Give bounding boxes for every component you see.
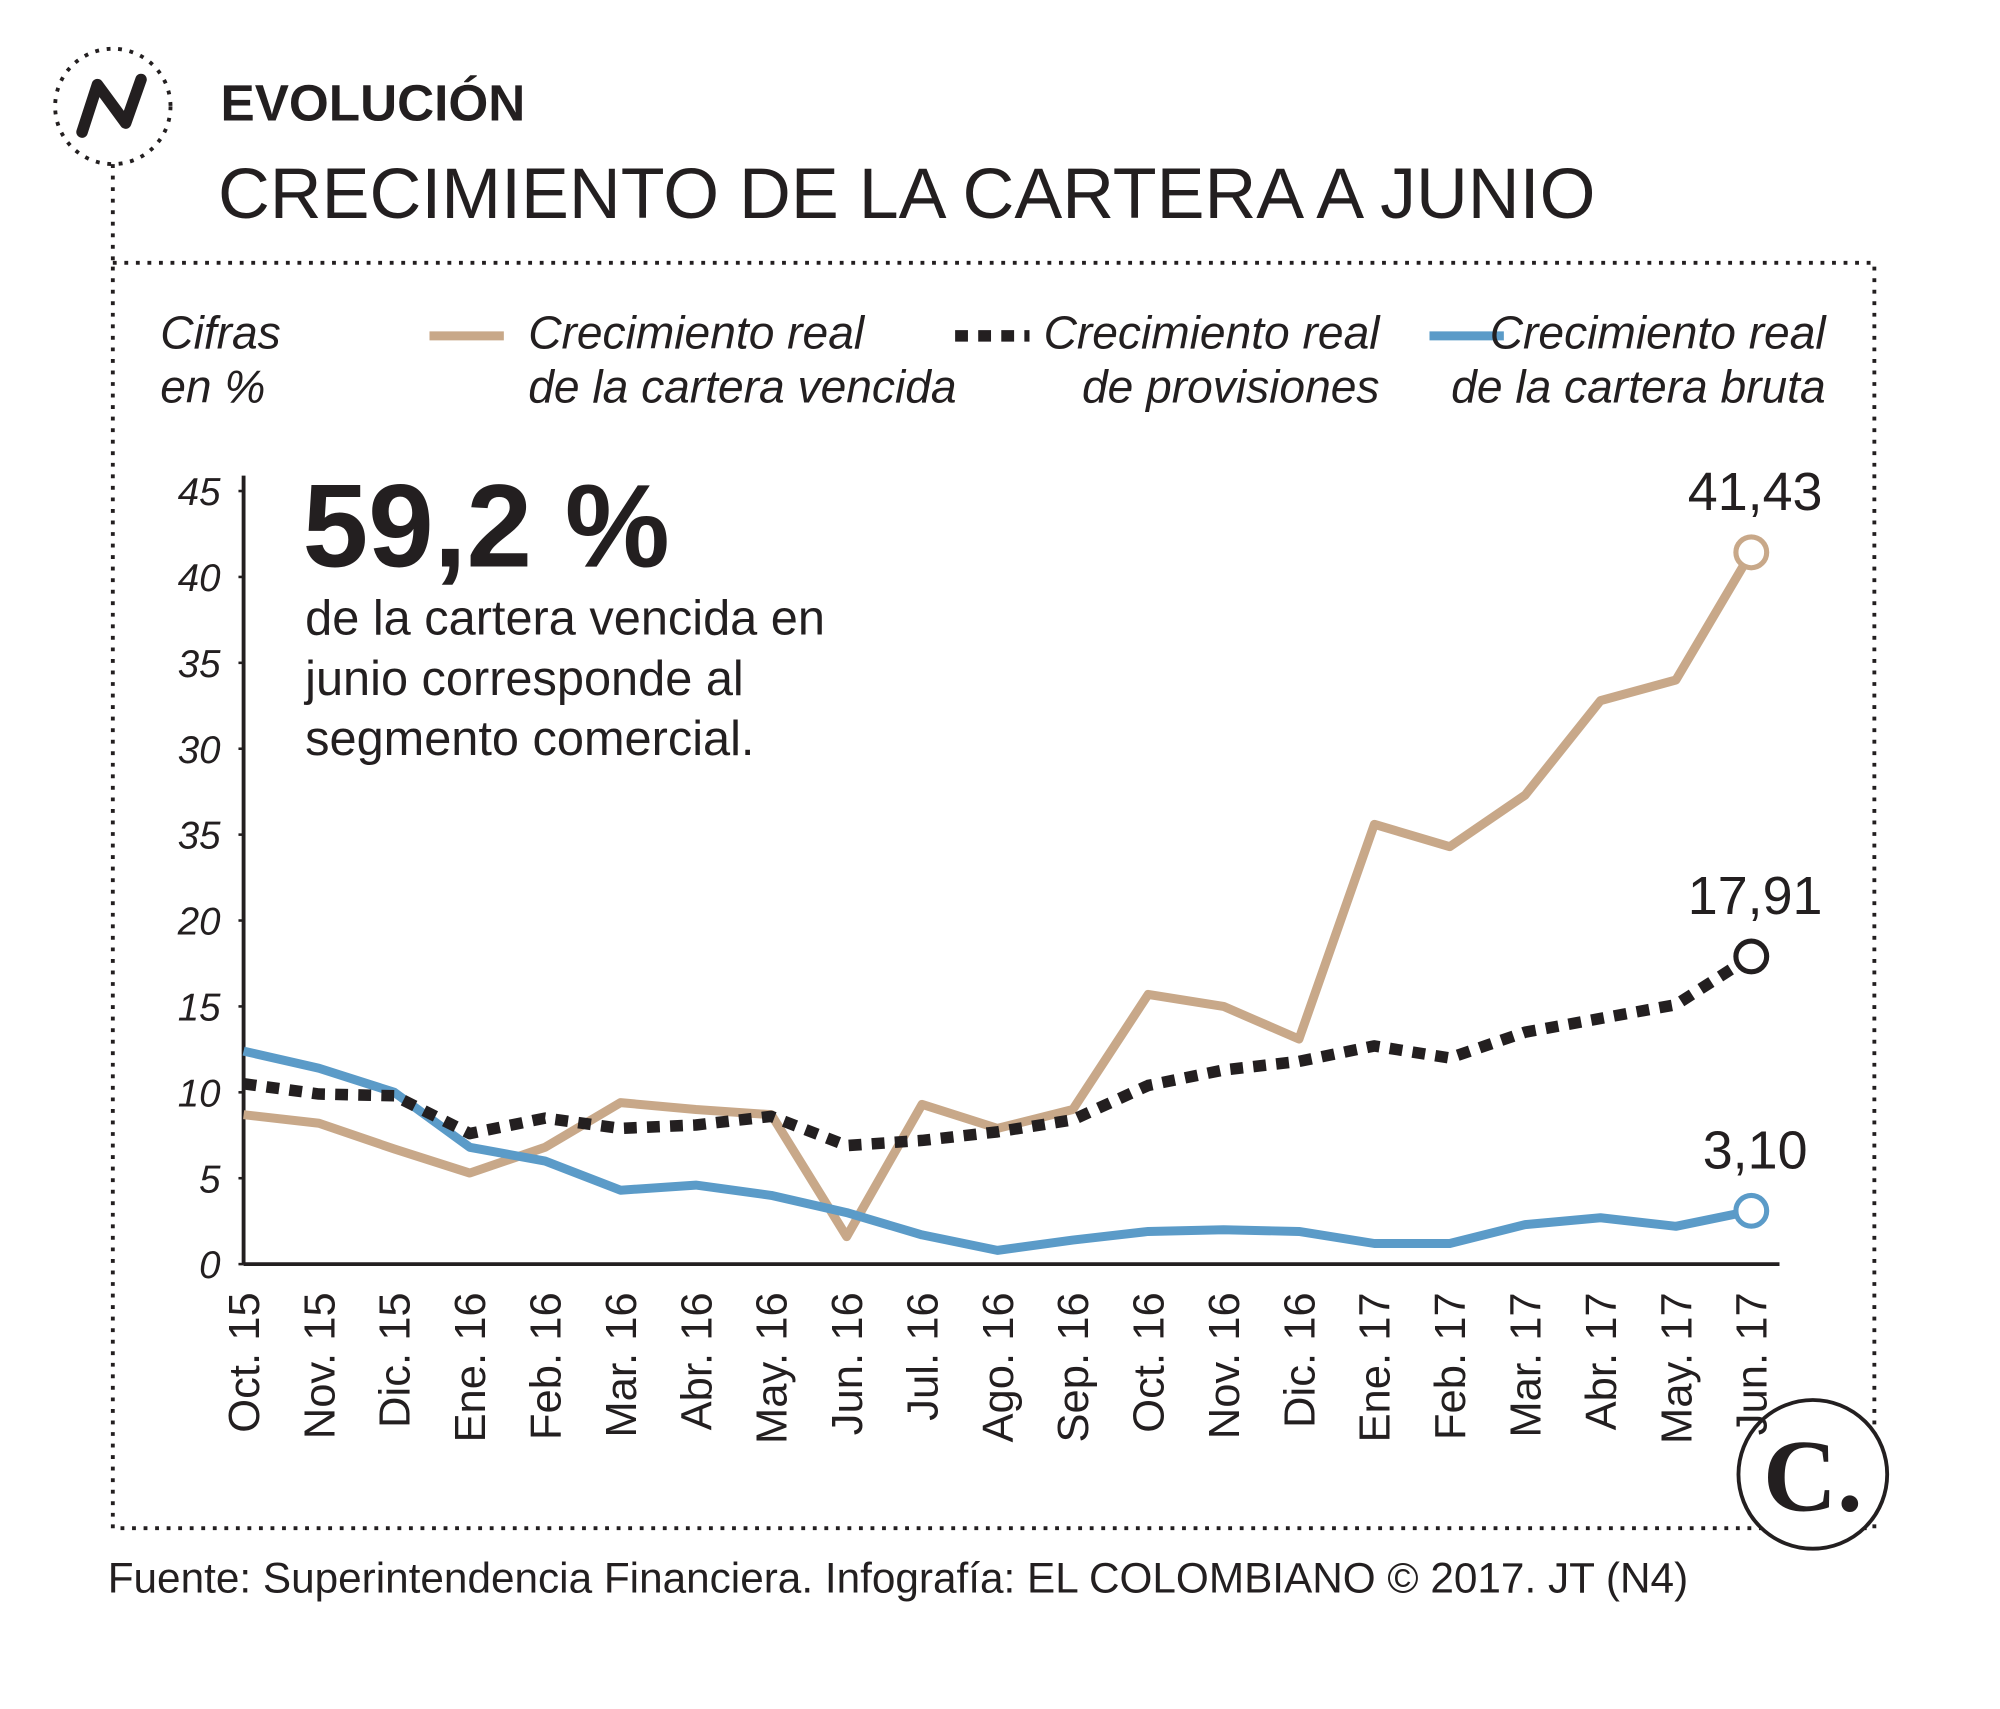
- x-tick-label: Nov. 16: [1201, 1292, 1249, 1439]
- x-tick-label: Ene. 17: [1352, 1292, 1400, 1442]
- x-tick-label: Jul. 16: [899, 1292, 947, 1420]
- x-tick-label: Ago. 16: [975, 1292, 1023, 1442]
- x-tick-label: Jun. 17: [1729, 1292, 1777, 1435]
- logo-circle: [1736, 1398, 1890, 1551]
- icon-circle: [53, 46, 173, 167]
- x-tick-label: Sep. 16: [1050, 1292, 1098, 1442]
- x-tick-label: Mar. 17: [1503, 1292, 1551, 1437]
- value-label: 3,10: [1703, 1121, 1808, 1181]
- y-tick-label: 35: [178, 643, 221, 686]
- y-tick-label: 35: [178, 815, 221, 858]
- y-tick-label: 40: [178, 557, 221, 600]
- icon: [76, 73, 147, 138]
- chart-title: CRECIMIENTO DE LA CARTERA A JUNIO: [218, 154, 1595, 234]
- x-tick-label: Abr. 16: [673, 1292, 721, 1430]
- x-tick-label: Ene. 16: [447, 1292, 495, 1442]
- frame: [110, 260, 1877, 1531]
- value-label: 41,43: [1688, 462, 1823, 522]
- y-tick-label: 5: [199, 1158, 221, 1201]
- end-marker: [1733, 1192, 1770, 1229]
- legend-label: Crecimiento real de provisiones: [1044, 307, 1382, 413]
- x-tick-label: Dic. 15: [372, 1292, 420, 1428]
- y-unit: en %: [160, 361, 265, 413]
- end-marker: [1733, 534, 1770, 571]
- annotation-text: segmento comercial.: [305, 712, 754, 766]
- legend-label: Crecimiento real de la cartera bruta: [1451, 307, 1827, 413]
- y-tick-label: 15: [178, 987, 221, 1030]
- end-marker: [1733, 938, 1770, 975]
- y-tick-label: 45: [178, 471, 221, 514]
- x-tick-label: Abr. 17: [1578, 1292, 1626, 1430]
- y-tick-label: 0: [199, 1244, 221, 1287]
- x-tick-label: Jun. 16: [824, 1292, 872, 1435]
- annotation-text: de la cartera vencida en: [305, 592, 825, 646]
- annotation-headline: 59,2 %: [303, 460, 670, 592]
- y-unit: Cifras: [160, 307, 281, 359]
- x-tick-label: May. 17: [1653, 1292, 1701, 1444]
- kicker: EVOLUCIÓN: [221, 75, 526, 132]
- logo: C.: [1763, 1420, 1863, 1533]
- x-tick-label: Feb. 17: [1427, 1292, 1475, 1440]
- x-tick-label: Mar. 16: [598, 1292, 646, 1437]
- legend-label: Crecimiento real de la cartera vencida: [528, 307, 956, 413]
- x-tick-label: May. 16: [749, 1292, 797, 1444]
- value-label: 17,91: [1688, 866, 1823, 926]
- x-tick-label: Feb. 16: [523, 1292, 571, 1440]
- x-tick-label: Dic. 16: [1276, 1292, 1324, 1428]
- x-tick-label: Oct. 16: [1126, 1292, 1174, 1432]
- y-tick-label: 30: [178, 729, 221, 772]
- series-line: [242, 1046, 1753, 1255]
- source: Fuente: Superintendencia Financiera. Inf…: [108, 1554, 1688, 1601]
- series-line: [242, 951, 1755, 1152]
- x-tick-label: Nov. 15: [296, 1292, 344, 1439]
- annotation-text: junio corresponde al: [303, 652, 744, 706]
- y-tick-label: 10: [178, 1072, 221, 1115]
- y-tick-label: 20: [177, 901, 221, 944]
- x-tick-label: Oct. 15: [221, 1292, 269, 1432]
